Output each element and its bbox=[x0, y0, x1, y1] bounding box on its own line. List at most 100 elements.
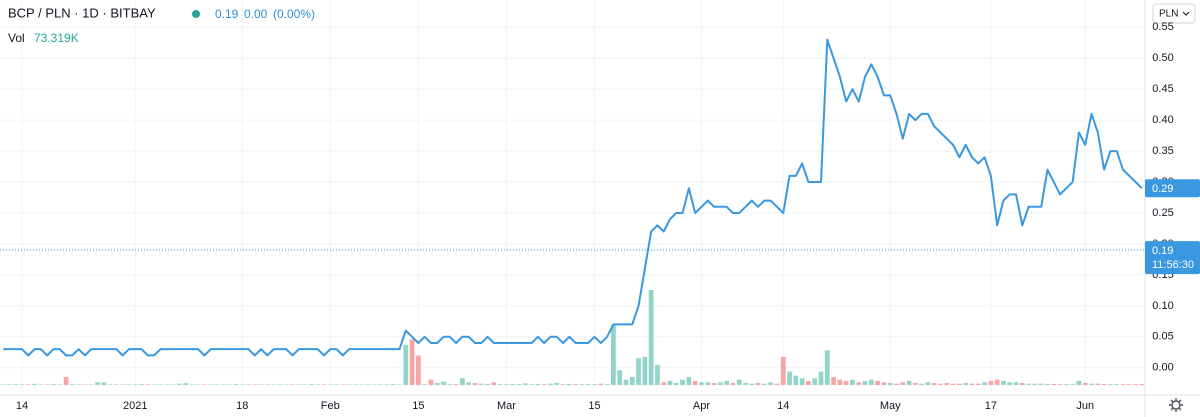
currency-label[interactable]: PLN bbox=[1159, 9, 1178, 20]
y-tick-label: 0.00 bbox=[1152, 362, 1173, 374]
volume-bar bbox=[296, 384, 302, 385]
y-tick-label: 0.45 bbox=[1152, 83, 1173, 95]
volume-bar bbox=[1057, 384, 1063, 385]
volume-bar bbox=[931, 382, 937, 385]
x-tick-label: 18 bbox=[236, 400, 248, 412]
volume-bar bbox=[390, 384, 396, 385]
volume-bar bbox=[321, 384, 327, 385]
volume-bar bbox=[1101, 383, 1107, 385]
volume-bar bbox=[680, 379, 685, 385]
volume-bar bbox=[252, 384, 258, 385]
currency-button[interactable]: PLN bbox=[1152, 3, 1196, 24]
volume-bar bbox=[529, 384, 534, 385]
volume-bar bbox=[548, 383, 553, 385]
volume-bar bbox=[938, 383, 943, 385]
volume-bar bbox=[988, 380, 994, 385]
y-tick-label: 0.10 bbox=[1152, 300, 1173, 312]
volume-bar bbox=[63, 376, 69, 385]
volume-bar bbox=[277, 384, 283, 385]
volume-bar bbox=[220, 384, 226, 385]
y-tick-label: 0.40 bbox=[1152, 114, 1173, 126]
volume-bar bbox=[1070, 384, 1076, 385]
volume-bar bbox=[510, 383, 516, 385]
volume-bar bbox=[806, 380, 811, 385]
volume-bar bbox=[850, 379, 855, 385]
volume-bar bbox=[598, 383, 604, 385]
volume-bar bbox=[957, 383, 962, 385]
volume-bar bbox=[409, 339, 415, 385]
x-tick-label: 15 bbox=[588, 400, 600, 412]
y-tick-label: 0.50 bbox=[1152, 52, 1173, 64]
volume-bar bbox=[579, 384, 585, 385]
volume-bar bbox=[1045, 383, 1050, 385]
volume-bar bbox=[422, 384, 428, 385]
volume-bar bbox=[629, 376, 635, 385]
volume-bar bbox=[290, 384, 295, 385]
volume-bar bbox=[736, 379, 742, 385]
x-tick-label: 14 bbox=[16, 400, 28, 412]
volume-bar bbox=[95, 382, 100, 385]
volume-bar bbox=[214, 384, 220, 385]
volume-value: 73.319K bbox=[34, 31, 79, 45]
volume-bar bbox=[1007, 382, 1013, 385]
x-tick-label: 2021 bbox=[123, 400, 147, 412]
volume-bar bbox=[57, 384, 63, 385]
volume-bar bbox=[170, 384, 176, 385]
y-tick-label: 0.55 bbox=[1152, 21, 1173, 33]
volume-bar bbox=[145, 384, 151, 385]
volume-bar bbox=[472, 382, 478, 385]
chart-title: BCP / PLN · 1D · BITBAY bbox=[8, 5, 156, 20]
x-tick-label: May bbox=[880, 400, 901, 412]
volume-bar bbox=[271, 384, 277, 385]
volume-bar bbox=[1082, 382, 1088, 385]
volume-bar bbox=[831, 376, 836, 385]
market-status-dot bbox=[192, 10, 200, 18]
y-tick-label: 0.05 bbox=[1152, 331, 1173, 343]
volume-bar bbox=[755, 382, 761, 385]
volume-bar bbox=[793, 375, 799, 385]
volume-bar bbox=[359, 384, 365, 385]
volume-bar bbox=[1038, 383, 1044, 385]
volume-bar bbox=[428, 379, 434, 385]
volume-bar bbox=[787, 371, 792, 385]
volume-bar bbox=[912, 382, 918, 385]
volume-bar bbox=[371, 384, 377, 385]
volume-bar bbox=[566, 383, 572, 385]
volume-bar bbox=[705, 382, 711, 385]
gear-icon[interactable] bbox=[1171, 400, 1181, 410]
volume-bar bbox=[541, 384, 547, 385]
volume-bar bbox=[812, 378, 818, 385]
volume-bar bbox=[7, 384, 12, 385]
volume-bar bbox=[881, 382, 887, 385]
price-tag bbox=[1145, 241, 1200, 275]
volume-bar bbox=[139, 384, 144, 385]
volume-bar bbox=[239, 384, 245, 385]
volume-bar bbox=[365, 384, 371, 385]
settings-button[interactable] bbox=[1169, 398, 1183, 412]
volume-bar bbox=[1013, 382, 1019, 385]
volume-bar bbox=[761, 383, 767, 385]
last-close-label: 0.29 bbox=[1152, 183, 1173, 195]
volume-bar bbox=[573, 384, 579, 385]
currency-box[interactable] bbox=[1152, 3, 1196, 24]
volume-bar bbox=[491, 382, 497, 385]
volume-bar bbox=[642, 356, 648, 385]
volume-bar bbox=[397, 384, 402, 385]
volume-bar bbox=[44, 384, 50, 385]
y-tick-label: 0.35 bbox=[1152, 145, 1173, 157]
volume-bar bbox=[516, 384, 522, 385]
volume-bar bbox=[1139, 384, 1145, 385]
volume-bar bbox=[183, 383, 188, 385]
volume-bar bbox=[982, 382, 987, 385]
volume-bar bbox=[592, 384, 597, 385]
volume-bar bbox=[403, 344, 409, 385]
volume-bars bbox=[0, 290, 1145, 385]
countdown-label: 11:56:30 bbox=[1152, 259, 1194, 271]
volume-bar bbox=[246, 384, 251, 385]
volume-bar bbox=[774, 383, 780, 385]
volume-bar bbox=[415, 355, 421, 385]
volume-bar bbox=[824, 350, 830, 385]
volume-bar bbox=[730, 382, 736, 385]
volume-bar bbox=[667, 380, 673, 385]
volume-bar bbox=[868, 379, 874, 385]
